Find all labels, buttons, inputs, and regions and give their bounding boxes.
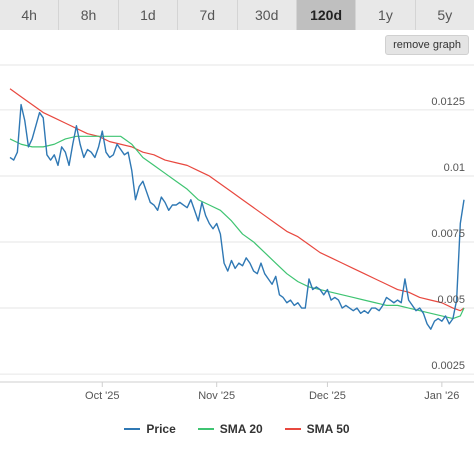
x-tick-label: Oct '25 bbox=[85, 390, 120, 402]
legend-label: SMA 20 bbox=[219, 422, 263, 436]
tab-120d[interactable]: 120d bbox=[296, 0, 357, 30]
tab-1d[interactable]: 1d bbox=[118, 0, 179, 30]
x-tick-label: Nov '25 bbox=[198, 390, 235, 402]
timeframe-tabs: 4h 8h 1d 7d 30d 120d 1y 5y bbox=[0, 0, 474, 30]
legend-swatch bbox=[284, 428, 301, 430]
tab-8h[interactable]: 8h bbox=[59, 0, 119, 30]
legend-label: SMA 50 bbox=[306, 422, 350, 436]
legend-swatch bbox=[124, 428, 141, 430]
y-tick-label: 0.01 bbox=[444, 162, 465, 174]
series-line-sma-20 bbox=[9, 135, 465, 320]
tab-5y[interactable]: 5y bbox=[415, 0, 474, 30]
series-layer bbox=[9, 88, 465, 330]
tab-1y[interactable]: 1y bbox=[356, 0, 416, 30]
series-line-price bbox=[9, 103, 465, 330]
tab-30d[interactable]: 30d bbox=[237, 0, 297, 30]
y-tick-label: 0.005 bbox=[437, 294, 465, 306]
remove-graph-button[interactable]: remove graph bbox=[385, 35, 469, 55]
tab-4h[interactable]: 4h bbox=[0, 0, 60, 30]
y-tick-label: 0.0125 bbox=[431, 96, 465, 108]
legend-item-sma-50[interactable]: SMA 50 bbox=[284, 422, 350, 436]
legend-swatch bbox=[197, 428, 214, 430]
x-tick-label: Dec '25 bbox=[309, 390, 346, 402]
x-tick-label: Jan '26 bbox=[424, 390, 459, 402]
y-tick-label: 0.0025 bbox=[431, 360, 465, 372]
chart-legend: Price SMA 20 SMA 50 bbox=[0, 420, 474, 438]
legend-item-sma-20[interactable]: SMA 20 bbox=[197, 422, 263, 436]
series-line-sma-50 bbox=[9, 88, 465, 312]
tab-7d[interactable]: 7d bbox=[178, 0, 238, 30]
legend-item-price[interactable]: Price bbox=[124, 422, 176, 436]
legend-label: Price bbox=[146, 422, 176, 436]
y-tick-label: 0.0075 bbox=[431, 228, 465, 240]
grid-layer bbox=[0, 64, 474, 387]
tick-label-layer: 0.0125 0.01 0.0075 0.005 0.0025 Oct '25 Nov '2… bbox=[85, 96, 465, 402]
